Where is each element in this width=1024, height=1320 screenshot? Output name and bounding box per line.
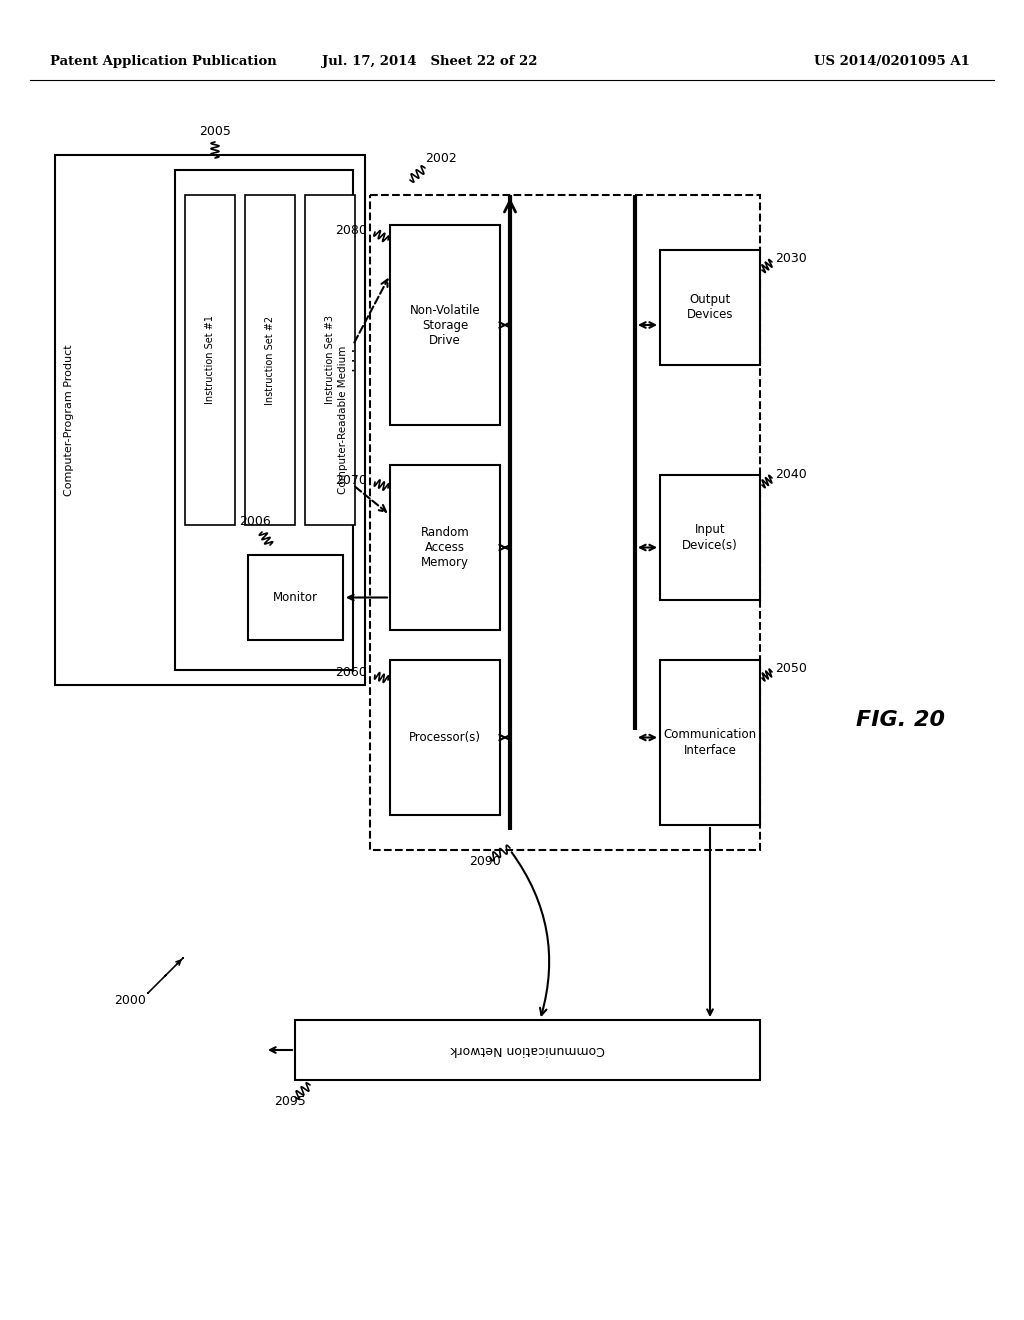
Text: 2080: 2080: [335, 223, 367, 236]
Bar: [305, 195, 355, 525]
Text: Instruction Set #3: Instruction Set #3: [325, 315, 335, 404]
Text: Instruction Set #1: Instruction Set #1: [205, 315, 215, 404]
Bar: [248, 554, 343, 640]
Bar: [175, 170, 353, 671]
Text: Patent Application Publication: Patent Application Publication: [50, 55, 276, 69]
Text: 2090: 2090: [469, 855, 501, 869]
Bar: [295, 1020, 760, 1080]
Text: Instruction Set #2: Instruction Set #2: [265, 315, 275, 404]
Bar: [245, 195, 295, 525]
Bar: [370, 195, 760, 850]
Text: Computer-Program Product: Computer-Program Product: [63, 345, 74, 496]
Bar: [390, 465, 500, 630]
Text: 2006: 2006: [240, 515, 271, 528]
Text: Computer-Readable Medium: Computer-Readable Medium: [338, 346, 348, 494]
Bar: [185, 195, 234, 525]
Bar: [390, 224, 500, 425]
Text: Communication Network: Communication Network: [451, 1044, 605, 1056]
Text: 2060: 2060: [335, 665, 367, 678]
Text: 2040: 2040: [775, 469, 807, 482]
Text: Processor(s): Processor(s): [409, 731, 481, 744]
Text: · · ·: · · ·: [347, 347, 362, 372]
Text: Communication
Interface: Communication Interface: [664, 729, 757, 756]
Bar: [55, 154, 365, 685]
Text: US 2014/0201095 A1: US 2014/0201095 A1: [814, 55, 970, 69]
Text: Non-Volatile
Storage
Drive: Non-Volatile Storage Drive: [410, 304, 480, 346]
Text: 2070: 2070: [335, 474, 367, 487]
Text: 2005: 2005: [199, 125, 231, 139]
Text: FIG. 20: FIG. 20: [855, 710, 944, 730]
Text: Random
Access
Memory: Random Access Memory: [421, 525, 469, 569]
Text: Monitor: Monitor: [273, 591, 318, 605]
Text: 2030: 2030: [775, 252, 807, 264]
Text: 2050: 2050: [775, 661, 807, 675]
Bar: [660, 475, 760, 601]
Bar: [660, 660, 760, 825]
Text: 2000: 2000: [114, 994, 146, 1006]
Text: 2095: 2095: [274, 1096, 306, 1107]
Bar: [660, 249, 760, 366]
Text: Output
Devices: Output Devices: [687, 293, 733, 322]
Bar: [390, 660, 500, 814]
Text: Input
Device(s): Input Device(s): [682, 524, 738, 552]
Text: 2002: 2002: [425, 152, 457, 165]
Text: Jul. 17, 2014   Sheet 22 of 22: Jul. 17, 2014 Sheet 22 of 22: [323, 55, 538, 69]
